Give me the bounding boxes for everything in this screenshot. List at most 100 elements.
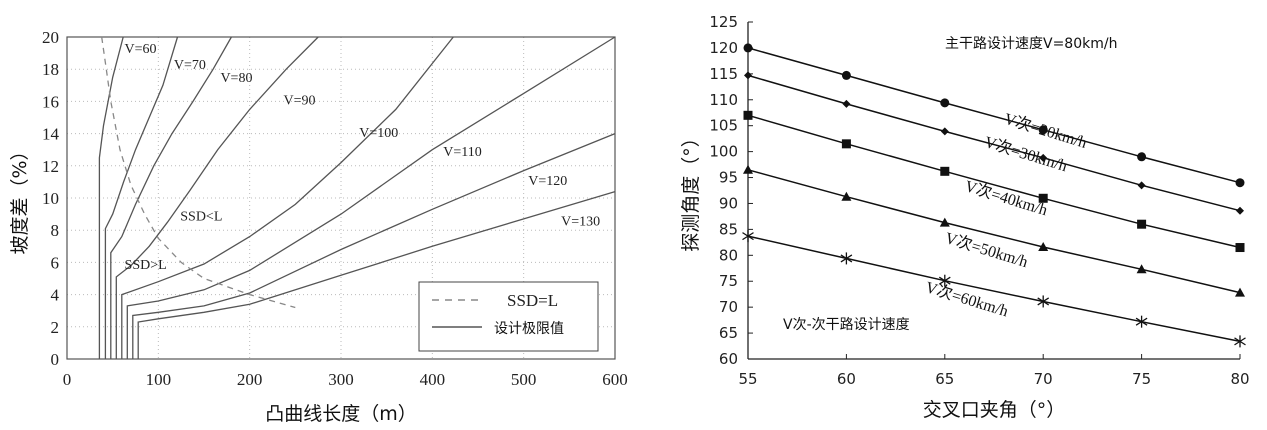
right-x-axis-label: 交叉口夹角（°） [923,399,1066,421]
x-tick-label: 55 [738,370,757,388]
x-tick-label: 600 [602,370,628,389]
y-tick-label: 90 [719,194,738,212]
y-tick-label: 0 [51,350,60,369]
y-tick-label: 4 [51,286,60,305]
y-tick-label: 125 [709,13,738,31]
right-chart: 55 60 65 70 75 806065707580859095100105110115… [709,13,1249,388]
y-tick-label: 100 [709,143,738,161]
series-line-V=90 [115,36,319,359]
data-point-diamond [940,127,949,136]
data-point-square [1235,243,1245,253]
data-point-diamond [744,71,752,80]
series-label: V=110 [443,145,482,160]
y-tick-label: 20 [42,28,59,47]
series-label: V=100 [359,126,398,141]
x-tick-label: 300 [328,370,354,389]
x-tick-label: 80 [1230,370,1249,388]
series-line-V=130 [137,190,616,359]
asterisk-stroke [1135,317,1148,326]
y-tick-label: 120 [709,39,738,57]
x-tick-label: 400 [420,370,446,389]
y-tick-label: 105 [709,117,738,135]
y-tick-label: 6 [51,253,60,272]
asterisk-stroke [1037,297,1050,306]
series-line-V=100 [121,36,454,359]
series-line-V=60 [98,36,124,359]
asterisk-stroke [742,232,754,241]
series-line-V=120 [132,132,616,359]
left-chart: 0 100 200 300 400 500 600 0 2 4 6 8 10 12 14 16 18 20 V=60… [42,28,628,389]
series-label: V=60 [125,42,157,57]
data-point-asterisk [840,252,853,265]
series-label: V=120 [528,174,567,189]
data-point-triangle [1038,242,1049,252]
y-tick-label: 70 [719,298,738,316]
plot-frame [66,36,616,360]
x-tick-label: 70 [1034,370,1053,388]
y-tick-label: 60 [719,350,738,368]
data-point-asterisk [1037,295,1050,308]
y-tick-label: 65 [719,324,738,342]
data-point-square [743,110,753,120]
y-tick-label: 95 [719,169,738,187]
data-point-circle [1038,125,1048,135]
x-tick-label: 200 [237,370,263,389]
series-label: V次=60km/h [923,278,1010,320]
data-point-asterisk [938,274,951,287]
x-tick-label: 75 [1132,370,1151,388]
series-label: V=130 [561,214,600,229]
series-label: V次=40km/h [963,177,1050,219]
series-line-asterisk [747,235,1241,343]
y-tick-label: 18 [42,60,59,79]
region-annotation: SSD>L [125,258,167,273]
data-point-square [940,166,950,176]
data-point-diamond [1236,206,1244,215]
data-point-asterisk [1234,335,1246,348]
y-tick-label: 75 [719,272,738,290]
series-label: V次=50km/h [943,229,1030,271]
data-point-circle [743,43,753,53]
data-point-square [1038,193,1048,203]
left-x-axis-label: 凸曲线长度（m） [265,403,417,425]
data-point-diamond [1137,181,1146,190]
y-tick-label: 115 [709,65,738,83]
series-line-square [747,114,1241,249]
series-label: V=90 [283,94,315,109]
data-point-circle [940,98,950,108]
legend-label: 设计极限值 [494,321,564,337]
left-y-axis-label: 坡度差（%） [9,141,31,254]
legend: SSD=L 设计极限值 [418,281,599,352]
data-point-diamond [842,99,851,108]
data-point-diamond [1039,153,1048,162]
y-tick-label: 12 [42,157,59,176]
data-point-triangle [841,191,852,201]
data-point-asterisk [742,230,754,243]
y-tick-label: 10 [42,189,59,208]
data-point-circle [841,70,851,80]
legend-label: SSD=L [507,291,558,310]
asterisk-stroke [1234,337,1246,346]
data-point-square [841,139,851,149]
series-line-SSD=L [101,36,296,309]
asterisk-stroke [938,276,951,285]
series-line-circle [747,47,1241,184]
y-tick-label: 110 [709,91,738,109]
asterisk-stroke [840,254,853,263]
data-point-square [1137,219,1147,229]
data-point-circle [1235,178,1245,188]
y-tick-label: 2 [51,318,60,337]
x-tick-label: 500 [511,370,537,389]
legend-box [418,281,599,352]
data-point-triangle [1136,264,1147,274]
right-chart-note: V次-次干路设计速度 [783,317,910,333]
x-tick-label: 65 [935,370,954,388]
series-line-triangle [747,169,1241,294]
data-point-triangle [939,217,950,227]
right-chart-title: 主干路设计速度V=80km/h [945,36,1117,52]
data-point-triangle [743,164,753,174]
data-point-asterisk [1135,315,1148,328]
series-line-V=80 [110,36,232,359]
data-point-triangle [1235,287,1245,297]
x-tick-label: 0 [63,370,72,389]
